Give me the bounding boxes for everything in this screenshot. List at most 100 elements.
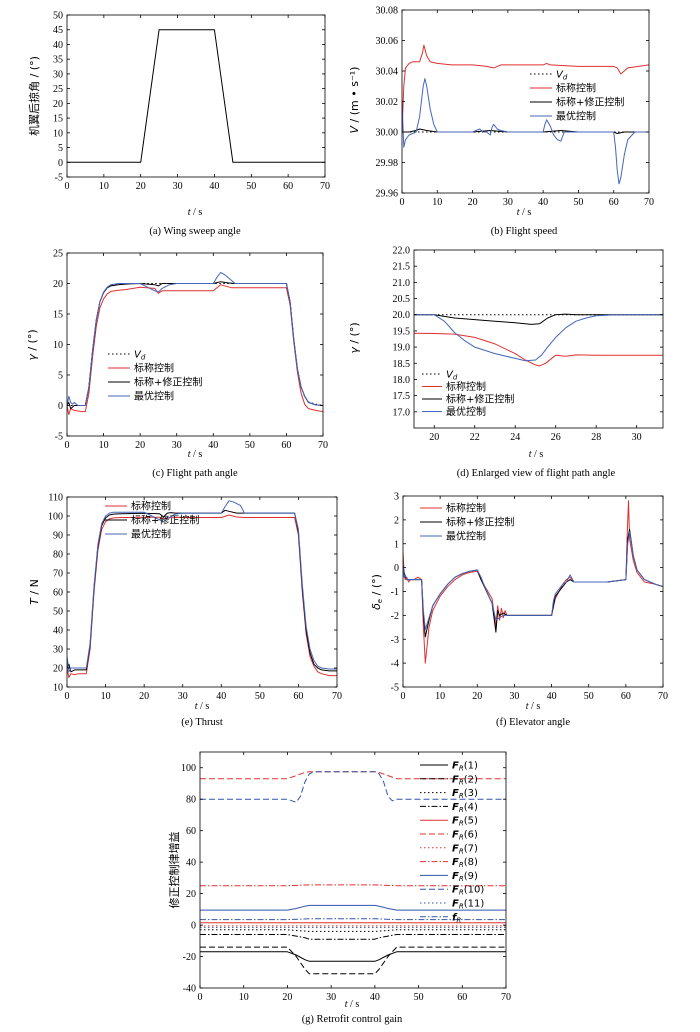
y-tick-label: 21.0: [393, 278, 411, 289]
x-axis-label: t / s: [526, 701, 541, 712]
x-tick-label: 50: [573, 197, 583, 208]
y-tick-label: -40: [183, 984, 196, 995]
chart-caption: (c) Flight path angle: [152, 468, 238, 479]
series-line-标称-修正控制: [402, 128, 649, 134]
series-line-标称-修正控制: [67, 509, 337, 673]
series-line-最优控制: [402, 78, 649, 185]
x-axis-label: t / s: [345, 999, 360, 1010]
chart-e: 0 10 20 30 40 50 60 70102030405060708090100110t…: [28, 493, 342, 729]
legend-label-fr-3: FR(3): [452, 788, 478, 800]
y-tick-label: 50: [53, 607, 63, 618]
x-tick-label: 28: [591, 432, 601, 443]
y-tick-label: 3: [394, 492, 399, 503]
series-line-fr-9: [200, 904, 506, 911]
legend-label-vd: Vd: [556, 70, 568, 82]
y-tick-label: 100: [181, 763, 196, 774]
y-tick-label: 15: [53, 310, 63, 321]
x-tick-label: 0: [401, 691, 406, 702]
x-tick-label: 20: [135, 440, 145, 451]
y-tick-label: -4: [391, 659, 399, 670]
x-tick-label: 20: [429, 432, 439, 443]
series-line-最优控制: [403, 531, 663, 631]
y-tick-label: 35: [53, 55, 63, 66]
legend-label-fr-2: FR(2): [452, 774, 478, 786]
legend-label-标称控制: 标称控制: [446, 502, 486, 515]
y-tick-label: 50: [53, 11, 63, 22]
x-tick-label: 60: [283, 181, 293, 192]
legend-label-fr-6: FR(6): [452, 830, 478, 842]
y-tick-label: 29.96: [376, 189, 399, 200]
x-axis-label: t / s: [195, 701, 210, 712]
y-tick-label: 30.08: [376, 6, 399, 17]
plot-frame: [413, 249, 664, 429]
legend-label-fr-11: FR(11): [452, 899, 484, 911]
y-tick-label: 25: [53, 84, 63, 95]
y-tick-label: 60: [53, 588, 63, 599]
y-tick-label: 2: [394, 515, 399, 526]
series-group: [67, 29, 325, 163]
legend-label-fr-7: FR(7): [452, 843, 478, 855]
x-tick-label: 40: [538, 197, 548, 208]
y-tick-label: 30.00: [376, 128, 399, 139]
x-tick-label: 70: [320, 181, 330, 192]
series-line-标称-修正控制: [414, 313, 663, 325]
x-tick-label: 10: [99, 440, 109, 451]
legend-label-标称-修正控制: 标称+修正控制: [131, 514, 199, 527]
y-tick-label: 10: [53, 340, 63, 351]
y-tick-label: 100: [48, 512, 63, 523]
legend-label-最优控制: 最优控制: [446, 530, 486, 543]
x-tick-label: 70: [658, 691, 668, 702]
legend-label-标称-修正控制: 标称+修正控制: [134, 376, 202, 389]
y-axis-label: T / N: [28, 579, 41, 605]
y-tick-label: 20: [53, 279, 63, 290]
x-tick-label: 0: [400, 197, 405, 208]
plot-frame: [66, 252, 324, 437]
x-tick-label: 30: [632, 432, 642, 443]
series-line-fr-3: [200, 929, 506, 932]
x-tick-label: 70: [332, 691, 342, 702]
x-tick-label: 10: [101, 691, 111, 702]
x-tick-label: 30: [173, 181, 183, 192]
legend-label-fr: fR: [452, 912, 461, 924]
series-line-fr-8: [200, 884, 506, 887]
x-tick-label: 0: [65, 181, 70, 192]
x-tick-label: 40: [208, 440, 218, 451]
x-tick-label: 50: [584, 691, 594, 702]
y-tick-label: 10: [53, 128, 63, 139]
plot-frame: [66, 14, 326, 178]
series-line-标称控制: [67, 284, 323, 416]
y-axis-label: γ / (°): [348, 322, 361, 353]
y-tick-label: 30: [53, 69, 63, 80]
x-tick-label: 0: [65, 691, 70, 702]
series-line-最优控制: [67, 272, 323, 406]
x-tick-label: 20: [468, 197, 478, 208]
chart-caption: (g) Retrofit control gain: [302, 1014, 403, 1025]
y-tick-label: 20.0: [393, 310, 411, 321]
chart-g: 0 10 20 30 40 50 60 70 -40 -20 0 20 40 60 80 100 t / s 修正…: [167, 751, 511, 1025]
y-axis-label: V / (m • s⁻¹): [348, 67, 361, 134]
x-tick-label: 10: [435, 691, 445, 702]
x-tick-label: 60: [293, 691, 303, 702]
legend-label-vd: Vd: [446, 370, 458, 382]
y-tick-label: 10: [53, 683, 63, 694]
y-tick-label: 80: [53, 550, 63, 561]
chart-d: 20 22 24 26 28 30 17.0 17.5 18.0 18.5 19.0 19.5 20.0…: [348, 246, 664, 479]
legend-label-最优控制: 最优控制: [556, 110, 596, 123]
x-tick-label: 20: [136, 181, 146, 192]
legend-label-fr-9: FR(9): [452, 871, 478, 883]
chart-caption: (d) Enlarged view of flight path angle: [457, 468, 616, 479]
x-tick-label: 0: [198, 992, 203, 1003]
x-tick-label: 40: [547, 691, 557, 702]
y-tick-label: 30.06: [376, 36, 399, 47]
y-tick-label: 80: [186, 795, 196, 806]
x-tick-label: 24: [510, 432, 520, 443]
y-tick-label: 20: [53, 664, 63, 675]
x-tick-label: 30: [503, 197, 513, 208]
y-tick-label: -5: [55, 432, 63, 443]
legend-label-标称控制: 标称控制: [556, 82, 596, 95]
series-group: [402, 44, 649, 185]
legend-label-fr-10: FR(10): [452, 885, 484, 897]
